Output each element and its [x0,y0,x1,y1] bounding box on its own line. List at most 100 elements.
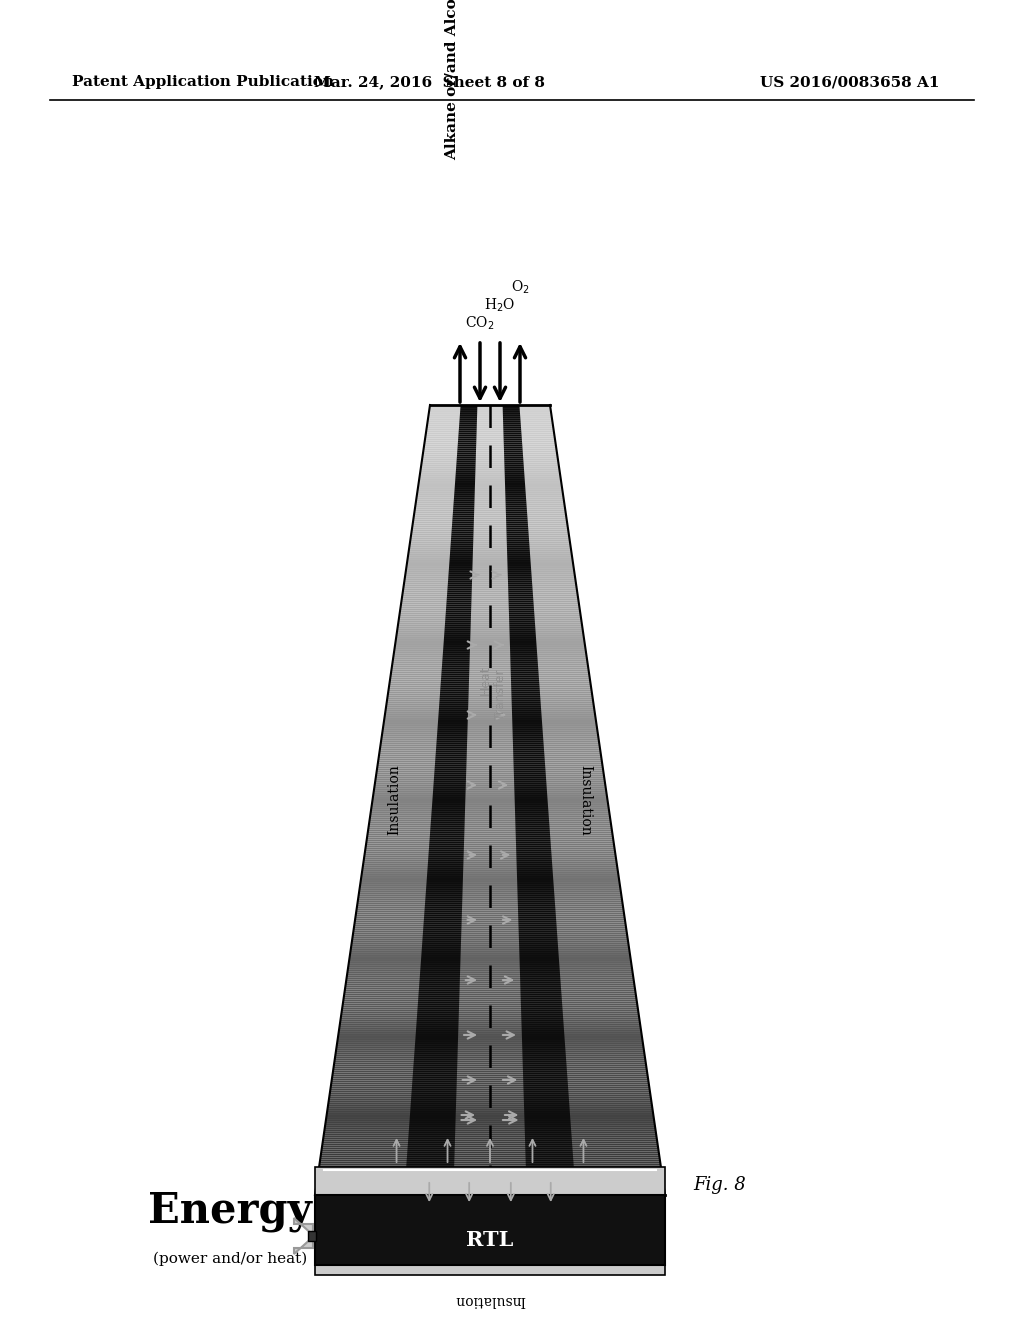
Polygon shape [358,895,622,896]
Polygon shape [390,676,590,677]
Polygon shape [427,421,553,422]
Polygon shape [325,1127,655,1130]
Polygon shape [443,640,470,642]
Polygon shape [429,407,551,409]
Polygon shape [339,1027,641,1030]
Polygon shape [402,594,578,597]
Polygon shape [421,465,559,466]
Polygon shape [439,701,468,704]
Polygon shape [449,570,472,573]
Polygon shape [517,867,553,869]
Text: Insulation: Insulation [579,764,593,836]
Polygon shape [447,589,472,590]
Polygon shape [316,1185,664,1187]
Polygon shape [425,908,462,911]
Polygon shape [422,944,461,946]
Polygon shape [504,458,523,461]
Polygon shape [521,1006,562,1007]
Polygon shape [424,912,462,915]
Polygon shape [347,974,633,975]
Polygon shape [516,851,551,853]
Polygon shape [419,987,460,990]
Polygon shape [406,1173,454,1175]
Polygon shape [525,1147,572,1150]
Polygon shape [517,884,554,887]
Polygon shape [327,1115,653,1118]
Polygon shape [507,556,530,557]
Polygon shape [503,407,520,409]
Polygon shape [414,1061,458,1063]
Polygon shape [421,958,461,960]
Polygon shape [459,433,476,434]
Polygon shape [511,677,539,680]
Polygon shape [516,861,552,863]
Polygon shape [506,516,527,517]
Polygon shape [408,557,572,560]
Polygon shape [431,818,465,820]
Polygon shape [395,642,585,644]
Polygon shape [517,876,553,879]
Polygon shape [325,1126,655,1127]
Polygon shape [406,569,574,570]
Polygon shape [526,1173,574,1175]
Polygon shape [526,1193,575,1195]
Polygon shape [523,1082,568,1085]
Polygon shape [508,568,531,569]
Text: Heat: Heat [478,665,492,694]
Polygon shape [525,1159,573,1162]
Polygon shape [507,537,529,540]
Polygon shape [388,692,592,693]
Polygon shape [518,900,555,903]
Polygon shape [425,441,555,442]
Polygon shape [523,1077,567,1078]
Polygon shape [345,987,635,990]
Polygon shape [518,911,556,912]
Polygon shape [364,857,616,859]
Polygon shape [514,791,547,792]
Polygon shape [515,822,549,824]
Polygon shape [518,916,556,919]
Polygon shape [519,948,558,950]
Polygon shape [505,494,526,496]
Polygon shape [504,449,522,450]
Polygon shape [518,899,555,900]
Polygon shape [421,964,461,966]
Polygon shape [435,752,467,755]
Polygon shape [355,919,625,920]
Polygon shape [418,486,562,488]
Polygon shape [460,409,477,411]
Polygon shape [414,1067,457,1069]
Polygon shape [421,966,460,968]
Polygon shape [387,701,594,704]
Polygon shape [514,772,546,775]
Polygon shape [395,644,585,645]
Polygon shape [423,928,462,931]
Polygon shape [525,1150,572,1151]
Polygon shape [441,680,469,681]
Polygon shape [328,1107,652,1110]
Polygon shape [401,598,579,601]
Polygon shape [514,764,545,767]
Polygon shape [417,1014,459,1015]
Polygon shape [327,1111,653,1114]
Polygon shape [514,779,546,780]
Polygon shape [459,426,477,429]
Polygon shape [354,927,627,928]
Polygon shape [370,816,610,818]
Polygon shape [348,968,632,970]
Polygon shape [511,685,540,688]
Polygon shape [521,1030,564,1031]
Polygon shape [426,884,463,887]
Polygon shape [421,962,461,964]
Polygon shape [510,652,538,653]
Polygon shape [513,751,544,752]
Polygon shape [507,540,529,541]
Polygon shape [504,442,522,445]
Polygon shape [422,950,461,952]
Polygon shape [511,692,540,693]
Polygon shape [513,744,544,747]
Polygon shape [506,506,526,508]
Polygon shape [442,661,470,664]
Polygon shape [447,593,472,594]
Text: Alkane or/and Alcohol: Alkane or/and Alcohol [445,0,459,160]
